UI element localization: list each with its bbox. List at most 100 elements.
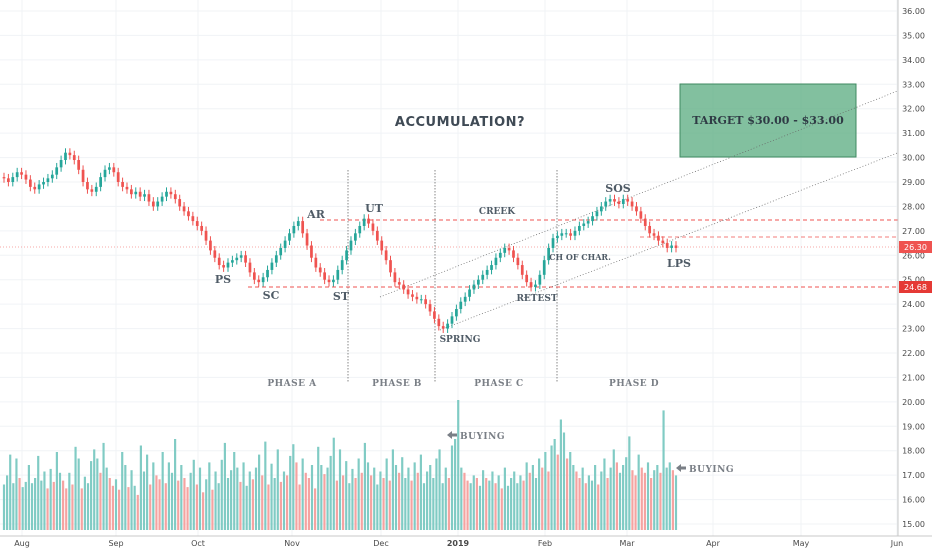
- volume-bar: [139, 445, 142, 530]
- volume-bar: [289, 455, 292, 530]
- buying-label-1: BUYING: [447, 431, 505, 442]
- volume-bar: [429, 465, 432, 530]
- volume-bar: [152, 462, 155, 530]
- candle-body: [437, 318, 441, 327]
- volume-bar: [130, 470, 133, 530]
- volume-bar: [43, 471, 46, 530]
- phase-c-label: PHASE C: [474, 379, 523, 389]
- volume-bar: [58, 472, 62, 530]
- volume-bar: [656, 465, 659, 530]
- candle-body: [195, 221, 199, 226]
- volume-bar: [282, 471, 286, 530]
- volume-bar: [21, 487, 24, 530]
- candle-body: [270, 262, 274, 270]
- volume-bar: [161, 452, 164, 530]
- candle-body: [661, 240, 665, 244]
- candle-body: [586, 221, 590, 224]
- volume-bar: [634, 475, 637, 530]
- volume-bar: [612, 449, 615, 530]
- y-tick-label: 33.00: [902, 80, 925, 89]
- candle-body: [248, 262, 252, 273]
- candle-body: [182, 206, 186, 212]
- x-tick-label: 2019: [447, 539, 470, 548]
- annotation-st: ST: [333, 290, 350, 303]
- target-rect: [679, 83, 857, 158]
- candle-body: [156, 201, 160, 207]
- candle-body: [617, 201, 621, 204]
- x-tick-label: Sep: [108, 539, 123, 548]
- candle-body: [15, 172, 19, 178]
- candle-body: [310, 245, 313, 258]
- candle-body: [103, 169, 107, 178]
- y-tick-label: 30.00: [902, 154, 925, 163]
- volume-bar: [180, 465, 183, 530]
- volume-bar: [30, 483, 34, 530]
- chart-title: ACCUMULATION?: [395, 115, 525, 130]
- volume-bar: [264, 441, 267, 530]
- volume-bar: [426, 471, 429, 530]
- volume-bar: [404, 478, 407, 530]
- arrow-left-icon: [447, 431, 457, 439]
- volume-bar: [354, 478, 357, 530]
- volume-bar: [622, 465, 625, 530]
- volume-bar: [90, 461, 93, 530]
- volume-bar: [142, 471, 146, 530]
- volume-bar: [525, 462, 528, 530]
- volume-bar: [469, 483, 472, 530]
- volume-bar: [522, 480, 525, 530]
- candle-body: [542, 260, 546, 275]
- x-tick-label: Apr: [706, 539, 721, 548]
- volume-bar: [326, 467, 329, 530]
- candle-body: [455, 309, 458, 317]
- volume-bar: [345, 461, 348, 530]
- candle-body: [191, 216, 195, 222]
- volume-bar: [376, 484, 379, 530]
- volume-bar: [463, 472, 466, 530]
- candle-body: [340, 260, 344, 270]
- volume-bar: [310, 465, 314, 530]
- x-tick-label: Dec: [373, 539, 388, 548]
- candle-body: [332, 279, 335, 283]
- volume-bar: [108, 478, 111, 530]
- volume-bar: [363, 442, 366, 530]
- volume-bar: [261, 475, 264, 530]
- volume-bar: [301, 458, 304, 530]
- candle-body: [516, 257, 520, 266]
- volume-bar: [559, 419, 562, 530]
- volume-bar: [332, 437, 335, 530]
- volume-bar: [382, 478, 385, 530]
- volume-bar: [379, 471, 382, 530]
- candle-body: [37, 184, 41, 190]
- candle-body: [59, 160, 63, 168]
- volume-bar: [114, 479, 118, 530]
- volume-bar: [220, 459, 223, 530]
- volume-bar: [205, 479, 208, 530]
- volume-bar: [538, 458, 541, 530]
- volume-bar: [435, 458, 438, 530]
- volume-bar: [65, 488, 68, 530]
- candle-body: [595, 211, 599, 217]
- volume-bar: [276, 449, 279, 530]
- volume-bar: [531, 465, 534, 530]
- volume-bar: [556, 454, 559, 530]
- volume-bar: [587, 475, 590, 530]
- volume-bar: [211, 489, 214, 530]
- volume-bar: [27, 465, 30, 530]
- candle-body: [639, 211, 643, 219]
- volume-bars: [2, 400, 678, 530]
- y-tick-label: 26.00: [902, 251, 925, 260]
- volume-bar: [24, 481, 27, 530]
- volume-bar: [575, 471, 578, 530]
- candle-body: [68, 152, 72, 156]
- volume-bar: [674, 475, 678, 530]
- candle-body: [406, 289, 410, 295]
- volume-bar: [6, 475, 9, 530]
- volume-bar: [133, 485, 136, 530]
- volume-bar: [519, 475, 522, 530]
- candle-body: [90, 189, 94, 192]
- candle-body: [380, 240, 384, 251]
- volume-bar: [391, 449, 394, 530]
- volume-bar: [2, 484, 6, 530]
- last-price-badge: [899, 241, 932, 253]
